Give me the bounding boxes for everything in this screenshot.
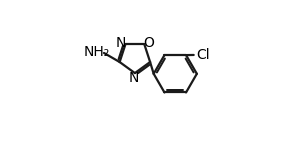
Text: NH₂: NH₂ bbox=[83, 45, 109, 59]
Text: O: O bbox=[143, 36, 154, 50]
Text: N: N bbox=[129, 71, 139, 85]
Text: Cl: Cl bbox=[196, 48, 210, 62]
Text: N: N bbox=[116, 36, 126, 50]
